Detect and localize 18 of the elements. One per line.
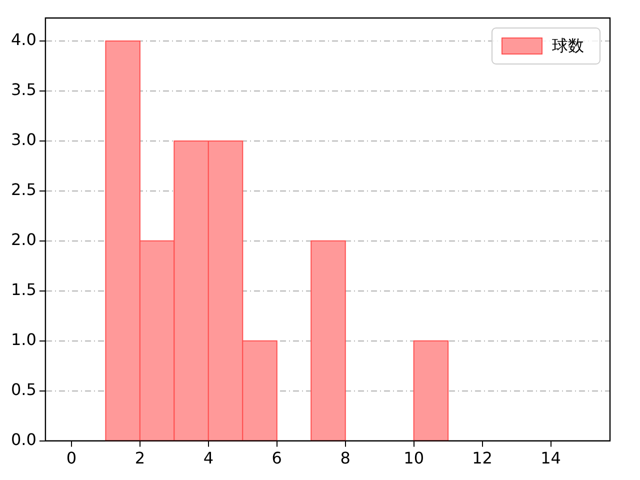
y-tick-label: 0.0 — [10, 430, 36, 449]
y-tick-label: 4.0 — [10, 30, 36, 50]
x-tick-label: 6 — [272, 448, 282, 468]
x-tick-label: 0 — [66, 448, 77, 468]
y-tick-label: 2.5 — [10, 180, 36, 200]
legend-label: 球数 — [552, 36, 584, 56]
x-tick-label: 8 — [340, 448, 350, 468]
y-tick-label: 1.0 — [10, 330, 36, 350]
x-tick-label: 14 — [540, 448, 561, 468]
y-tick-label: 2.0 — [10, 230, 36, 250]
x-tick-label: 12 — [472, 448, 492, 468]
x-tick-label: 2 — [134, 448, 146, 468]
x-tick-label: 4 — [203, 448, 214, 468]
y-tick-label: 0.5 — [10, 380, 36, 399]
y-tick-label: 3.5 — [10, 80, 36, 100]
y-tick-label: 1.5 — [10, 280, 36, 300]
x-tick-label: 10 — [404, 448, 424, 468]
y-tick-label: 3.0 — [10, 130, 36, 150]
